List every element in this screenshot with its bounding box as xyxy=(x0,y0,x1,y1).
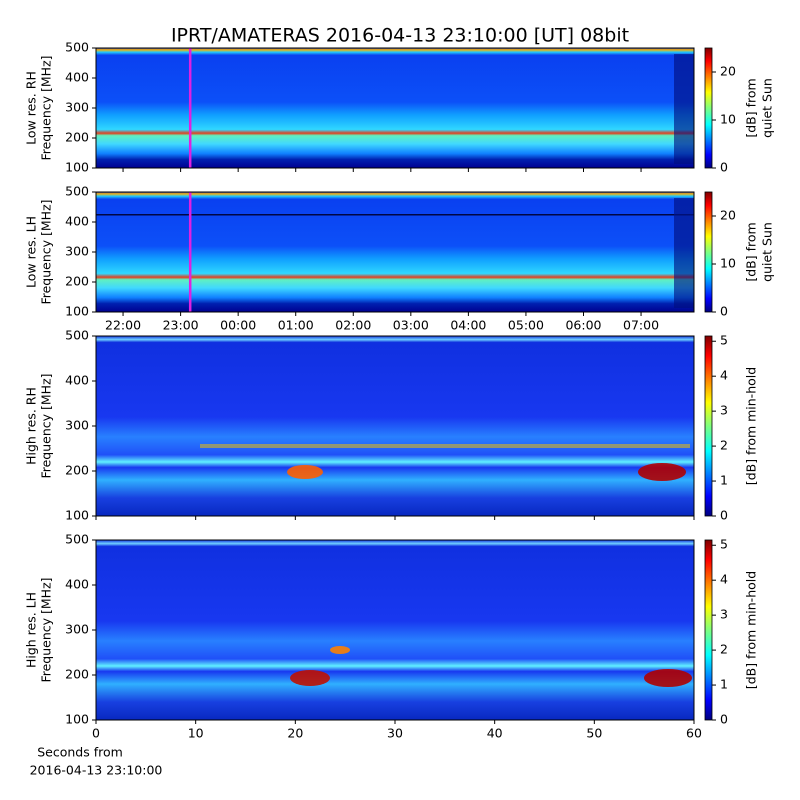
spectrogram xyxy=(96,336,694,516)
x-tick-label: 10 xyxy=(188,726,204,741)
spectrogram xyxy=(96,540,694,720)
colorbar xyxy=(704,47,713,169)
y-axis-label: Frequency [MHz] xyxy=(39,373,54,478)
x-tick-label: 04:00 xyxy=(450,318,486,333)
y-tick-label: 400 xyxy=(65,577,89,592)
colorbar-tick-label: 20 xyxy=(720,64,736,79)
y-tick-label: 300 xyxy=(65,418,89,433)
colorbar-tick-label: 0 xyxy=(720,160,728,175)
y-tick-label: 500 xyxy=(65,532,89,547)
colorbar-tick-label: 10 xyxy=(720,256,736,271)
colorbar-tick-label: 10 xyxy=(720,112,736,127)
y-axis-label: High res. LH xyxy=(24,592,39,668)
y-tick-label: 100 xyxy=(65,508,89,523)
x-tick-label: 03:00 xyxy=(393,318,429,333)
y-tick-label: 100 xyxy=(65,712,89,727)
x-tick-label: 05:00 xyxy=(508,318,544,333)
y-tick-label: 500 xyxy=(65,328,89,343)
emission-feature xyxy=(674,54,694,164)
y-axis-label: High res. RH xyxy=(24,387,39,465)
emission-feature xyxy=(96,214,694,216)
spectrogram xyxy=(96,48,694,168)
chart-title: IPRT/AMATERAS 2016-04-13 23:10:00 [UT] 0… xyxy=(171,25,629,47)
x-tick-label: 01:00 xyxy=(278,318,314,333)
y-tick-label: 200 xyxy=(65,463,89,478)
x-tick-label: 40 xyxy=(487,726,503,741)
y-tick-label: 500 xyxy=(65,40,89,55)
y-tick-label: 500 xyxy=(65,184,89,199)
y-axis-label: Frequency [MHz] xyxy=(39,199,54,304)
panels xyxy=(96,48,694,720)
colorbar-tick-label: 5 xyxy=(720,333,728,348)
colorbar-tick-label: 2 xyxy=(720,438,728,453)
x-tick-label: 07:00 xyxy=(623,318,659,333)
features xyxy=(96,54,694,687)
y-tick-label: 400 xyxy=(65,70,89,85)
x-tick-label: 60 xyxy=(686,726,702,741)
colorbar-label: quiet Sun xyxy=(760,78,775,138)
colorbar-tick-label: 3 xyxy=(720,403,728,418)
emission-feature xyxy=(644,669,692,687)
x-tick-label: 50 xyxy=(586,726,602,741)
y-tick-label: 300 xyxy=(65,622,89,637)
colorbar xyxy=(704,191,713,313)
y-tick-label: 200 xyxy=(65,130,89,145)
emission-feature xyxy=(674,198,694,308)
colorbar-tick-label: 1 xyxy=(720,677,728,692)
colorbar-label: quiet Sun xyxy=(760,222,775,282)
colorbar-tick-label: 0 xyxy=(720,304,728,319)
colorbar-tick-label: 0 xyxy=(720,712,728,727)
x-tick-label: 30 xyxy=(387,726,403,741)
colorbar xyxy=(704,539,713,721)
colorbar-tick-label: 20 xyxy=(720,208,736,223)
y-tick-label: 400 xyxy=(65,214,89,229)
emission-feature xyxy=(638,463,686,481)
y-tick-label: 300 xyxy=(65,244,89,259)
colorbar-tick-label: 4 xyxy=(720,572,728,587)
x-tick-label: 22:00 xyxy=(105,318,141,333)
colorbar-tick-label: 1 xyxy=(720,473,728,488)
x-tick-label: 23:00 xyxy=(163,318,199,333)
colorbar-tick-label: 5 xyxy=(720,537,728,552)
colorbar-tick-label: 2 xyxy=(720,642,728,657)
emission-feature xyxy=(200,444,690,448)
y-axis-label: Low res. LH xyxy=(24,216,39,288)
colorbar-label: [dB] from min-hold xyxy=(744,367,759,485)
colorbar-tick-label: 0 xyxy=(720,508,728,523)
colorbar-label: [dB] from xyxy=(744,222,759,281)
emission-feature xyxy=(287,465,323,479)
y-tick-label: 100 xyxy=(65,160,89,175)
y-tick-label: 200 xyxy=(65,274,89,289)
x-tick-label: 02:00 xyxy=(335,318,371,333)
colorbar-label: [dB] from xyxy=(744,78,759,137)
y-tick-label: 200 xyxy=(65,667,89,682)
x-tick-label: 00:00 xyxy=(220,318,256,333)
colorbar-tick-label: 3 xyxy=(720,607,728,622)
y-axis-label: Low res. RH xyxy=(24,71,39,145)
x-axis-label: 2016-04-13 23:10:00 xyxy=(30,763,163,778)
spectrogram xyxy=(96,192,694,312)
y-tick-label: 400 xyxy=(65,373,89,388)
y-tick-label: 100 xyxy=(65,304,89,319)
emission-feature xyxy=(290,670,330,686)
x-tick-label: 20 xyxy=(287,726,303,741)
x-axis-label: Seconds from xyxy=(37,745,123,760)
y-axis-label: Frequency [MHz] xyxy=(39,55,54,160)
colorbar-tick-label: 4 xyxy=(720,368,728,383)
y-axis-label: Frequency [MHz] xyxy=(39,577,54,682)
colorbar xyxy=(704,335,713,517)
x-tick-label: 0 xyxy=(92,726,100,741)
x-tick-label: 06:00 xyxy=(565,318,601,333)
y-tick-label: 300 xyxy=(65,100,89,115)
emission-feature xyxy=(330,646,350,654)
colorbar-label: [dB] from min-hold xyxy=(744,571,759,689)
